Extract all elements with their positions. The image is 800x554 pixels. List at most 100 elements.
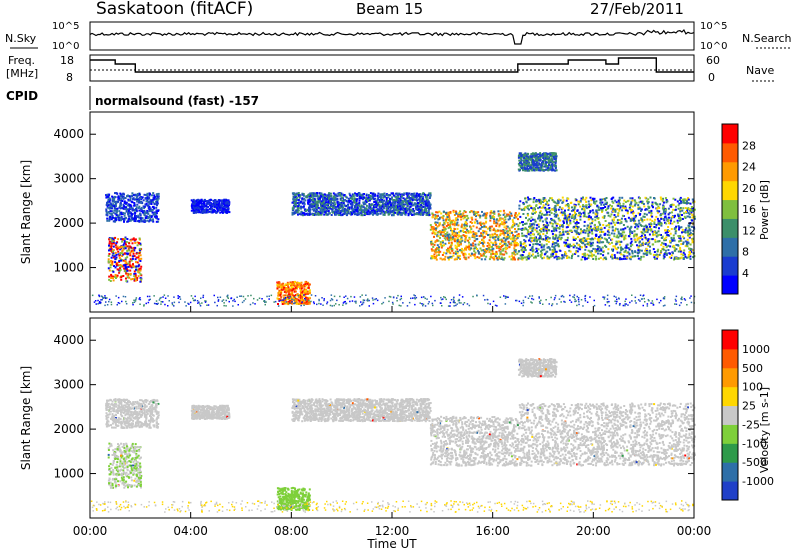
heatmap-cell [113, 197, 116, 200]
heatmap-cell [367, 200, 370, 202]
heatmap-cell [137, 264, 140, 267]
heatmap-cell [291, 291, 294, 294]
heatmap-cell [470, 252, 473, 255]
heatmap-cell [329, 207, 332, 210]
heatmap-cell [637, 225, 640, 228]
heatmap-cell [295, 196, 298, 199]
heatmap-cell [682, 251, 685, 254]
heatmap-cell [108, 238, 111, 241]
heatmap-cell [402, 209, 405, 212]
heatmap-cell [465, 248, 468, 251]
heatmap-cell [432, 230, 435, 233]
heatmap-cell [333, 197, 336, 200]
heatmap-cell [439, 257, 442, 260]
heatmap-cell [314, 212, 317, 215]
heatmap-cell [136, 220, 139, 223]
heatmap-cell [399, 193, 402, 196]
heatmap-cell [621, 196, 624, 199]
heatmap-cell [460, 238, 463, 241]
heatmap-cell [350, 195, 353, 198]
heatmap-cell [355, 198, 358, 201]
heatmap-cell [370, 195, 373, 198]
heatmap-cell [670, 236, 673, 239]
heatmap-cell [465, 234, 468, 237]
cpid-label: CPID [6, 89, 38, 103]
heatmap-cell [495, 221, 498, 224]
heatmap-cell [291, 286, 294, 289]
heatmap-cell [300, 207, 302, 210]
heatmap-cell [280, 289, 283, 292]
heatmap-cell [646, 218, 649, 221]
heatmap-cell [617, 236, 620, 239]
heatmap-cell [479, 247, 482, 250]
heatmap-cell [308, 213, 311, 216]
heatmap-cell [339, 197, 342, 200]
heatmap-cell [503, 257, 506, 260]
heatmap-cell [349, 200, 352, 202]
heatmap-cell [357, 207, 360, 210]
heatmap-cell [467, 231, 470, 234]
heatmap-cell [368, 199, 371, 202]
heatmap-cell [612, 221, 615, 224]
heatmap-cell [286, 281, 289, 284]
heatmap-cell [600, 203, 603, 206]
heatmap-cell [300, 206, 303, 209]
heatmap-cell [608, 234, 611, 237]
heatmap-cell [388, 209, 391, 212]
heatmap-cell [390, 210, 393, 213]
power-heatmap [91, 152, 696, 307]
heatmap-cell [409, 209, 412, 212]
heatmap-cell [122, 207, 125, 210]
heatmap-cell [420, 199, 423, 202]
heatmap-cell [296, 302, 299, 305]
heatmap-cell [297, 207, 300, 209]
heatmap-cell [301, 293, 303, 296]
heatmap-cell [464, 239, 467, 242]
heatmap-cell [108, 212, 111, 215]
heatmap-cell [109, 280, 112, 282]
heatmap-cell [425, 202, 428, 205]
heatmap-cell [340, 214, 342, 217]
heatmap-cell [294, 298, 297, 301]
heatmap-cell [114, 261, 117, 264]
heatmap-cell [379, 199, 382, 202]
heatmap-cell [127, 212, 130, 215]
heatmap-cell [120, 259, 123, 262]
heatmap-cell [105, 213, 108, 216]
heatmap-cell [362, 196, 365, 199]
heatmap-cell [133, 194, 136, 197]
heatmap-cell [495, 251, 498, 253]
heatmap-cell [612, 207, 615, 210]
heatmap-cell [356, 193, 358, 196]
heatmap-cell [113, 200, 115, 203]
heatmap-cell [302, 290, 305, 293]
heatmap-cell [368, 196, 371, 199]
heatmap-cell [420, 211, 423, 214]
heatmap-cell [153, 215, 156, 218]
heatmap-cell [108, 253, 111, 255]
heatmap-cell [221, 203, 224, 206]
heatmap-cell [346, 204, 349, 207]
heatmap-cell [402, 197, 405, 200]
heatmap-cell [437, 235, 440, 238]
heatmap-cell [440, 212, 443, 215]
heatmap-cell [364, 200, 367, 203]
heatmap-cell [148, 202, 151, 205]
heatmap-cell [436, 231, 439, 234]
heatmap-cell [301, 292, 304, 295]
heatmap-cell [305, 195, 308, 198]
heatmap-cell [554, 207, 557, 210]
heatmap-cell [306, 282, 309, 285]
heatmap-cell [114, 251, 117, 254]
heatmap-cell [295, 198, 298, 201]
heatmap-cell [407, 193, 410, 196]
heatmap-cell [127, 220, 130, 223]
heatmap-cell [315, 195, 318, 198]
heatmap-cell [620, 217, 623, 220]
heatmap-cell [112, 220, 115, 223]
heatmap-cell [119, 207, 122, 210]
heatmap-cell [311, 200, 314, 203]
heatmap-cell [110, 248, 113, 250]
heatmap-cell [398, 207, 401, 210]
heatmap-cell [277, 292, 280, 295]
